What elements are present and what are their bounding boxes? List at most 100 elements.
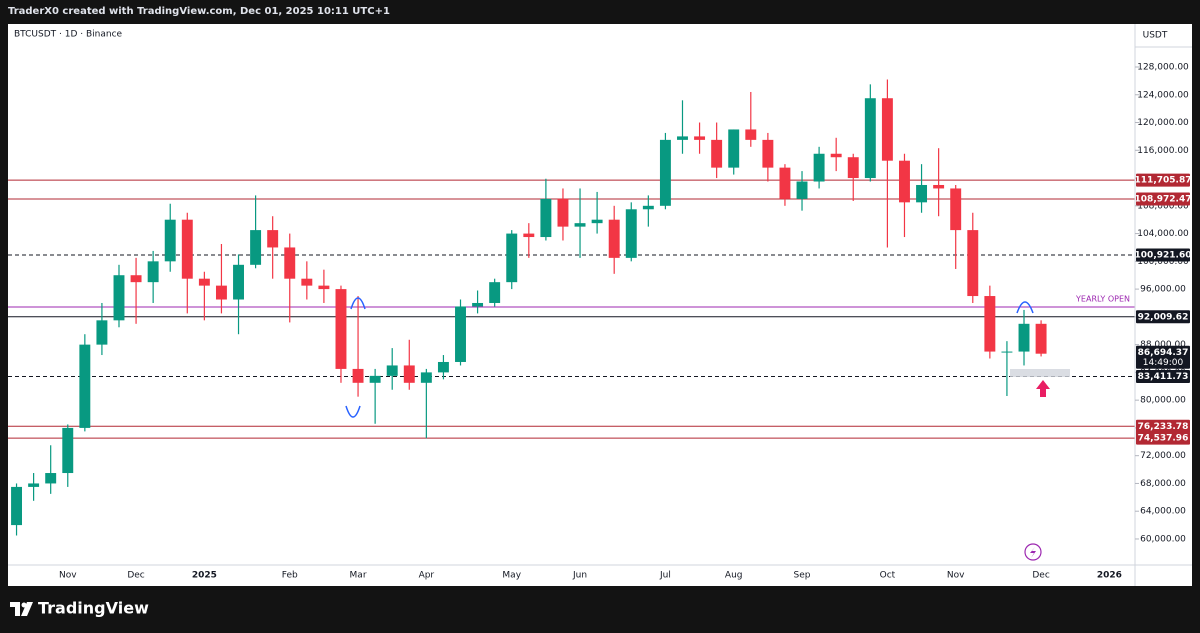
candle-body (591, 219, 603, 224)
candle-body (728, 129, 740, 168)
candle-body (847, 157, 859, 179)
y-tick-label: 120,000.00 (1137, 118, 1189, 128)
y-tick-label: 68,000.00 (1140, 479, 1186, 489)
y-tick-label: 80,000.00 (1140, 396, 1186, 406)
candle-body (164, 219, 176, 262)
candle-body (881, 98, 893, 161)
level-name: YEARLY OPEN (1075, 294, 1130, 303)
level-price-box (1136, 173, 1190, 187)
candle-body (1018, 323, 1030, 352)
candle-body (215, 285, 227, 300)
candle-body (745, 129, 757, 140)
candle-body (830, 153, 842, 158)
candle-body (267, 230, 279, 248)
candle-body (284, 247, 296, 279)
candle-body (335, 289, 347, 369)
level-price-label: 76,233.78 (1138, 422, 1189, 432)
candle-body (403, 365, 415, 383)
candle-body (369, 375, 381, 383)
last-price-box (1136, 345, 1190, 369)
candle-body (762, 139, 774, 168)
x-tick-label: Nov (59, 571, 77, 581)
candle-body (677, 136, 688, 140)
x-tick-label: Aug (725, 571, 743, 581)
candle-body (147, 261, 159, 283)
level-price-box (1136, 310, 1190, 324)
arc-drawing (1016, 301, 1034, 314)
y-tick-label: 88,000.00 (1140, 340, 1186, 350)
candle-body (642, 205, 654, 210)
x-tick-label: 2025 (192, 571, 217, 581)
candle-body (62, 427, 74, 474)
x-tick-label: 2026 (1097, 571, 1122, 581)
level-price-label: 83,411.73 (1138, 372, 1189, 382)
x-tick-label: May (502, 571, 521, 581)
candle-body (984, 296, 996, 352)
x-tick-label: Oct (880, 571, 896, 581)
candle-body (1035, 323, 1047, 354)
candle-body (813, 153, 825, 182)
y-tick-label: 128,000.00 (1137, 62, 1189, 72)
plot (8, 79, 1135, 536)
candle-body (96, 320, 108, 345)
candle-body (967, 230, 979, 297)
candle-body (437, 361, 449, 373)
y-tick-label: 116,000.00 (1137, 146, 1189, 156)
y-tick-label: 104,000.00 (1137, 229, 1189, 239)
candle-body (625, 209, 637, 258)
candle-body (574, 223, 586, 227)
candle-body (711, 139, 723, 168)
alert-icon[interactable] (1024, 543, 1042, 561)
candle-body (916, 184, 928, 203)
level-price-label: 111,705.87 (1135, 176, 1192, 186)
arc-drawing (345, 405, 361, 418)
candle-body (352, 368, 364, 383)
candle-body (233, 264, 244, 300)
level-price-label: 92,009.62 (1138, 312, 1189, 322)
candle-body (301, 278, 313, 286)
x-tick-label: Sep (794, 571, 811, 581)
level-price-box (1136, 369, 1190, 383)
candle-body (181, 219, 193, 279)
chart-panel (8, 24, 1192, 586)
candle-body (489, 282, 501, 303)
alert-icon-bolt (1030, 547, 1036, 558)
x-tick-label: Apr (419, 571, 435, 581)
level-price-label: 100,921.60 (1135, 250, 1192, 260)
y-tick-label: 100,000.00 (1137, 257, 1189, 267)
candle-body (557, 198, 569, 227)
candle-body (386, 365, 398, 376)
candle-body (694, 136, 706, 140)
axis-unit: USDT (1143, 31, 1168, 41)
level-price-label: 74,537.96 (1138, 434, 1189, 444)
level-price-box (1136, 419, 1190, 433)
candle-body (523, 233, 535, 238)
candle-body (659, 139, 671, 206)
candle-body (899, 160, 910, 203)
x-tick-label: Feb (282, 571, 298, 581)
candle-body (113, 275, 125, 321)
candle-body (130, 275, 142, 283)
last-price-label: 86,694.37 (1138, 348, 1189, 358)
chart-title: BTCUSDT · 1D · Binance (14, 30, 123, 40)
arc-drawing (350, 297, 366, 310)
candle-body (506, 233, 518, 283)
candle-body (933, 184, 945, 189)
y-tick-label: 96,000.00 (1140, 285, 1186, 295)
y-tick-label: 124,000.00 (1137, 90, 1189, 100)
candle-body (28, 483, 40, 487)
candle-body (455, 306, 466, 362)
level-price-box (1136, 431, 1190, 445)
candle-body (45, 473, 57, 484)
x-tick-label: Nov (947, 571, 965, 581)
y-tick-label: 64,000.00 (1140, 507, 1186, 517)
level-price-box (1136, 248, 1190, 262)
candle-body (796, 181, 808, 199)
candle-body (11, 486, 23, 526)
y-tick-label: 72,000.00 (1140, 451, 1186, 461)
zone-box (1010, 369, 1070, 377)
x-tick-label: Jul (659, 571, 671, 581)
candle-body (198, 278, 210, 286)
x-tick-label: Dec (1032, 571, 1049, 581)
